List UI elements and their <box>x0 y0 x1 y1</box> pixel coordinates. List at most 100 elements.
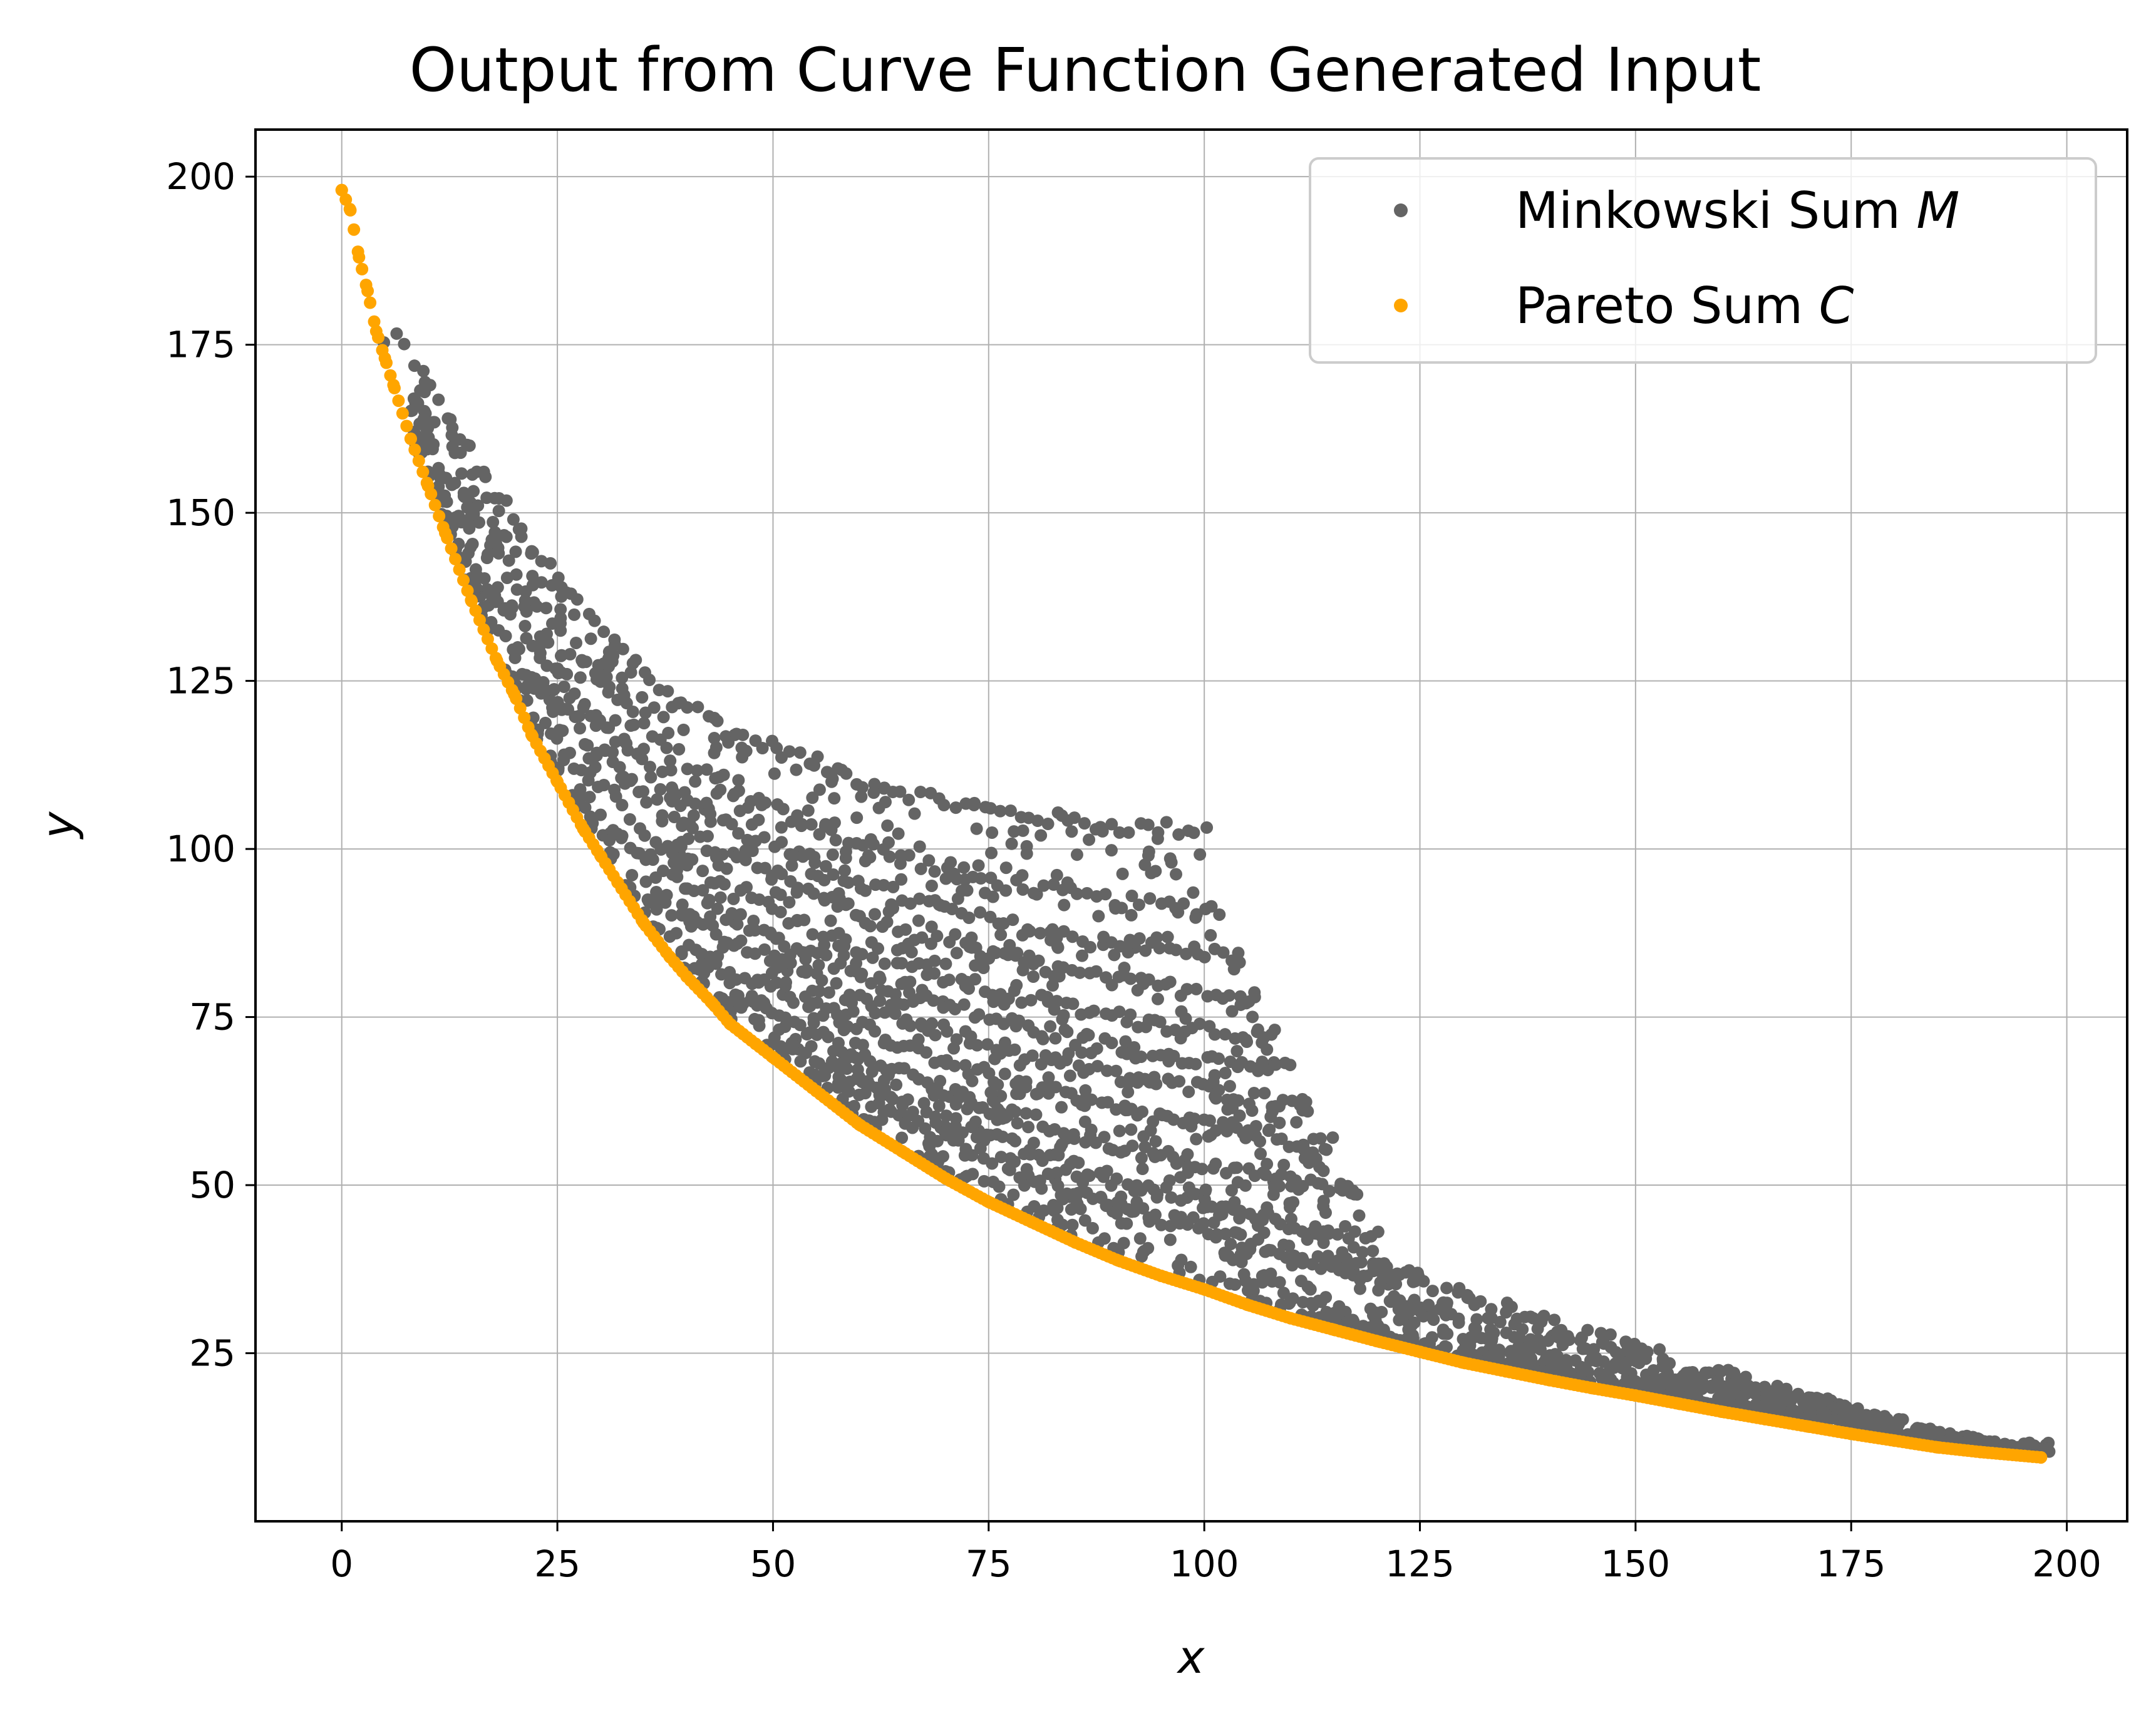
minkowski-point <box>1008 1043 1021 1056</box>
pareto-data-point <box>611 876 624 889</box>
minkowski-point <box>1197 1217 1210 1230</box>
minkowski-point <box>1108 948 1121 962</box>
minkowski-point <box>1008 825 1021 838</box>
minkowski-point <box>928 954 941 967</box>
minkowski-point <box>1372 1257 1385 1270</box>
minkowski-point <box>716 941 730 954</box>
minkowski-point <box>1246 1010 1259 1024</box>
minkowski-point <box>780 976 793 989</box>
minkowski-point <box>576 655 589 669</box>
minkowski-point <box>998 998 1011 1011</box>
minkowski-point <box>916 984 929 997</box>
minkowski-point <box>808 1055 822 1068</box>
minkowski-point <box>748 924 761 937</box>
minkowski-point <box>1151 832 1164 845</box>
minkowski-point <box>477 465 490 478</box>
minkowski-point <box>492 505 505 518</box>
minkowski-point <box>832 1037 845 1050</box>
minkowski-point <box>977 1174 991 1188</box>
minkowski-point <box>864 851 877 864</box>
minkowski-point <box>1218 1246 1231 1260</box>
minkowski-point <box>867 786 880 799</box>
minkowski-point <box>544 557 557 570</box>
minkowski-point <box>455 467 468 480</box>
minkowski-point <box>1078 1115 1091 1128</box>
pareto-data-point <box>1802 1420 1815 1433</box>
minkowski-point <box>1029 1108 1043 1121</box>
pareto-data-point <box>1715 1405 1728 1418</box>
minkowski-point <box>939 872 952 885</box>
minkowski-point <box>895 1107 909 1121</box>
minkowski-point <box>1256 1056 1269 1069</box>
minkowski-point <box>1018 1179 1031 1192</box>
minkowski-point <box>1273 1179 1286 1193</box>
minkowski-point <box>1190 1133 1203 1146</box>
minkowski-point <box>1849 1415 1862 1428</box>
minkowski-point <box>1348 1188 1361 1201</box>
minkowski-point <box>637 717 651 730</box>
minkowski-point <box>1163 1174 1176 1187</box>
minkowski-point <box>1283 1196 1296 1210</box>
pareto-data-point <box>344 203 357 217</box>
minkowski-point <box>1031 1087 1044 1100</box>
minkowski-point <box>518 594 532 607</box>
minkowski-point <box>1004 804 1017 818</box>
minkowski-point <box>1143 892 1157 905</box>
pareto-data-point <box>1845 1427 1858 1441</box>
minkowski-point <box>1135 1151 1148 1164</box>
minkowski-point <box>1046 923 1059 936</box>
minkowski-point <box>1524 1333 1537 1346</box>
minkowski-point <box>512 642 525 655</box>
minkowski-point <box>994 928 1008 942</box>
minkowski-point <box>1110 1064 1123 1077</box>
minkowski-point <box>966 1074 979 1087</box>
minkowski-point <box>539 684 552 697</box>
minkowski-point <box>1417 1310 1430 1323</box>
minkowski-point <box>735 1001 748 1014</box>
minkowski-point <box>1452 1312 1465 1325</box>
minkowski-point <box>414 384 427 397</box>
minkowski-point <box>1027 886 1040 900</box>
minkowski-point <box>833 1016 846 1029</box>
minkowski-point <box>1261 1158 1274 1171</box>
minkowski-point <box>398 337 411 351</box>
minkowski-point <box>1162 1047 1175 1061</box>
minkowski-point <box>1061 1025 1074 1039</box>
minkowski-point <box>1234 1205 1247 1218</box>
minkowski-point <box>1333 1182 1346 1195</box>
minkowski-point <box>1153 1015 1167 1029</box>
minkowski-point <box>676 908 689 922</box>
minkowski-point <box>1698 1379 1711 1392</box>
minkowski-point <box>847 1005 860 1018</box>
minkowski-point <box>864 1055 877 1068</box>
minkowski-point <box>681 882 694 895</box>
minkowski-point <box>1261 1201 1274 1214</box>
minkowski-point <box>946 902 959 915</box>
minkowski-point <box>675 836 688 849</box>
minkowski-point <box>570 593 584 606</box>
pareto-data-point <box>577 822 590 835</box>
y-tick-label: 150 <box>166 491 235 534</box>
minkowski-point <box>1230 1161 1244 1174</box>
minkowski-point <box>675 947 688 960</box>
minkowski-point <box>1036 1032 1050 1045</box>
minkowski-point <box>1118 962 1131 975</box>
minkowski-point <box>1172 828 1185 841</box>
minkowski-point <box>1374 1276 1387 1289</box>
minkowski-point <box>1076 949 1089 962</box>
minkowski-point <box>902 793 916 806</box>
minkowski-point <box>1579 1342 1592 1355</box>
minkowski-point <box>745 818 758 831</box>
minkowski-point <box>1016 963 1029 977</box>
minkowski-point <box>950 873 963 886</box>
minkowski-point <box>420 422 433 435</box>
minkowski-point <box>835 763 848 776</box>
minkowski-point <box>1205 900 1218 913</box>
minkowski-point <box>673 742 686 756</box>
minkowski-point <box>584 632 597 645</box>
minkowski-point <box>770 741 783 754</box>
minkowski-point <box>1078 817 1091 830</box>
minkowski-point <box>1217 946 1230 959</box>
minkowski-point <box>929 1029 942 1042</box>
minkowski-point <box>689 775 702 788</box>
